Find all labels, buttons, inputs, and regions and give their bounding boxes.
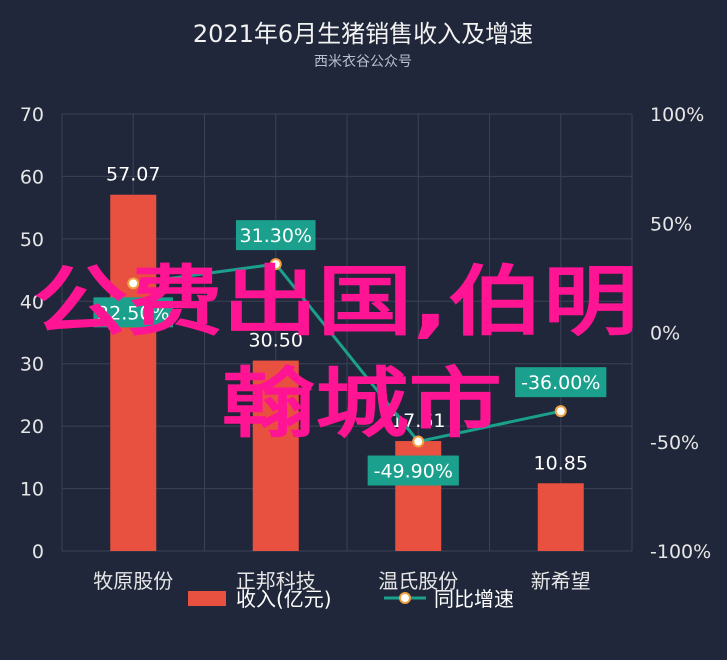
legend-bar-label: 收入(亿元) — [236, 587, 332, 611]
line-value-label-bg — [93, 297, 174, 328]
line-value-label: -36.00% — [521, 372, 600, 394]
bar — [110, 194, 157, 551]
chart-title: 2021年6月生猪销售收入及增速 — [193, 20, 533, 48]
legend-line-marker — [399, 592, 411, 604]
line-series: 22.50% 31.30% -49.90% -36.00% — [93, 220, 607, 486]
right-axis-ticks: -100% -50% 0% 50% 100% — [650, 104, 711, 563]
left-tick-label: 70 — [20, 104, 44, 126]
line-point — [269, 258, 282, 271]
overlay-line-2: 翰城市 — [222, 359, 502, 448]
category-label: 温氏股份 — [378, 569, 458, 593]
line-value-label-bg — [515, 367, 607, 398]
bar-value-label: 10.85 — [534, 452, 588, 474]
category-labels: 牧原股份 正邦科技 温氏股份 新希望 — [93, 569, 591, 593]
line-point — [127, 277, 140, 290]
bar-series — [110, 194, 584, 551]
left-tick-label: 50 — [20, 229, 44, 251]
line-value-label-bg — [235, 220, 316, 251]
right-tick-label: 50% — [650, 213, 692, 235]
chart-subtitle: 西米衣谷公众号 — [314, 54, 412, 70]
left-tick-label: 0 — [32, 541, 44, 563]
right-tick-label: 100% — [650, 104, 704, 126]
bar — [252, 360, 299, 551]
category-label: 正邦科技 — [236, 569, 316, 593]
bar-value-label: 30.50 — [249, 330, 303, 352]
bar-value-label: 57.07 — [106, 164, 160, 186]
overlay-line-1: 公费出国,伯明 — [33, 257, 638, 346]
left-tick-label: 30 — [20, 354, 44, 376]
left-tick-label: 60 — [20, 166, 44, 188]
line-value-label: 22.50% — [97, 302, 169, 324]
overlay-text: 公费出国,伯明 翰城市 — [33, 257, 638, 448]
category-label: 牧原股份 — [93, 569, 173, 593]
right-tick-label: -100% — [650, 541, 711, 563]
left-tick-label: 20 — [20, 416, 44, 438]
right-tick-label: -50% — [650, 432, 699, 454]
category-label: 新希望 — [531, 569, 591, 593]
left-axis-ticks: 0 10 20 30 40 50 60 70 — [20, 104, 44, 563]
legend: 收入(亿元) 同比增速 — [188, 587, 514, 611]
legend-line-label: 同比增速 — [434, 587, 514, 611]
line-point — [412, 435, 425, 448]
left-tick-label: 10 — [20, 479, 44, 501]
line-value-label: 31.30% — [240, 225, 312, 247]
legend-bar-swatch — [188, 591, 226, 606]
line-value-label-bg — [367, 455, 459, 486]
right-tick-label: 0% — [650, 323, 680, 345]
left-tick-label: 40 — [20, 291, 44, 313]
line-value-label: -49.90% — [374, 461, 453, 483]
bar — [537, 483, 584, 551]
series-line — [133, 262, 562, 444]
line-point — [554, 405, 567, 418]
